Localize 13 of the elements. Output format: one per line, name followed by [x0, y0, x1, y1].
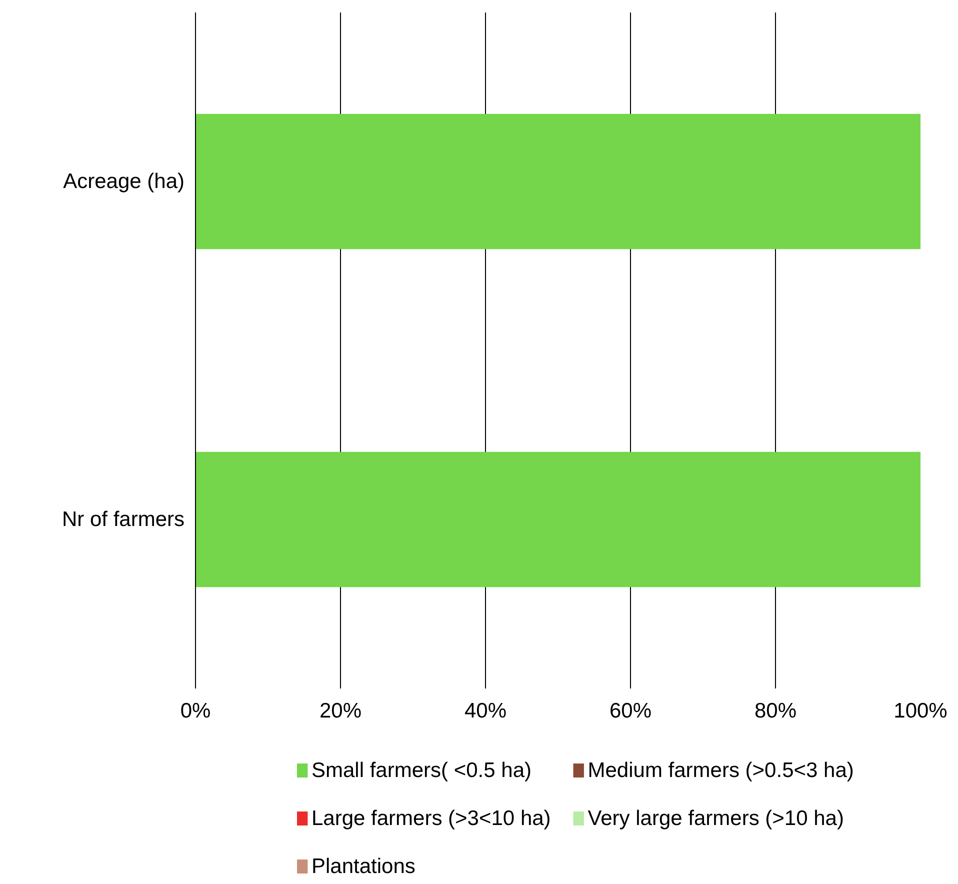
y-tick-label: Acreage (ha) [63, 170, 185, 193]
legend-label: Plantations [312, 855, 416, 878]
x-tick-label: 40% [464, 700, 507, 722]
x-tick-label: 100% [894, 700, 948, 722]
legend-label: Small farmers( <0.5 ha) [312, 759, 532, 782]
x-tick-label: 0% [180, 700, 211, 722]
legend-label: Very large farmers (>10 ha) [588, 807, 844, 830]
y-tick-label: Nr of farmers [62, 508, 184, 531]
x-tick-label: 20% [319, 700, 362, 722]
x-tick-label: 60% [609, 700, 652, 722]
legend-label: Medium farmers (>0.5<3 ha) [588, 759, 854, 782]
x-tick-label: 80% [754, 700, 797, 722]
legend-label: Large farmers (>3<10 ha) [312, 807, 551, 830]
